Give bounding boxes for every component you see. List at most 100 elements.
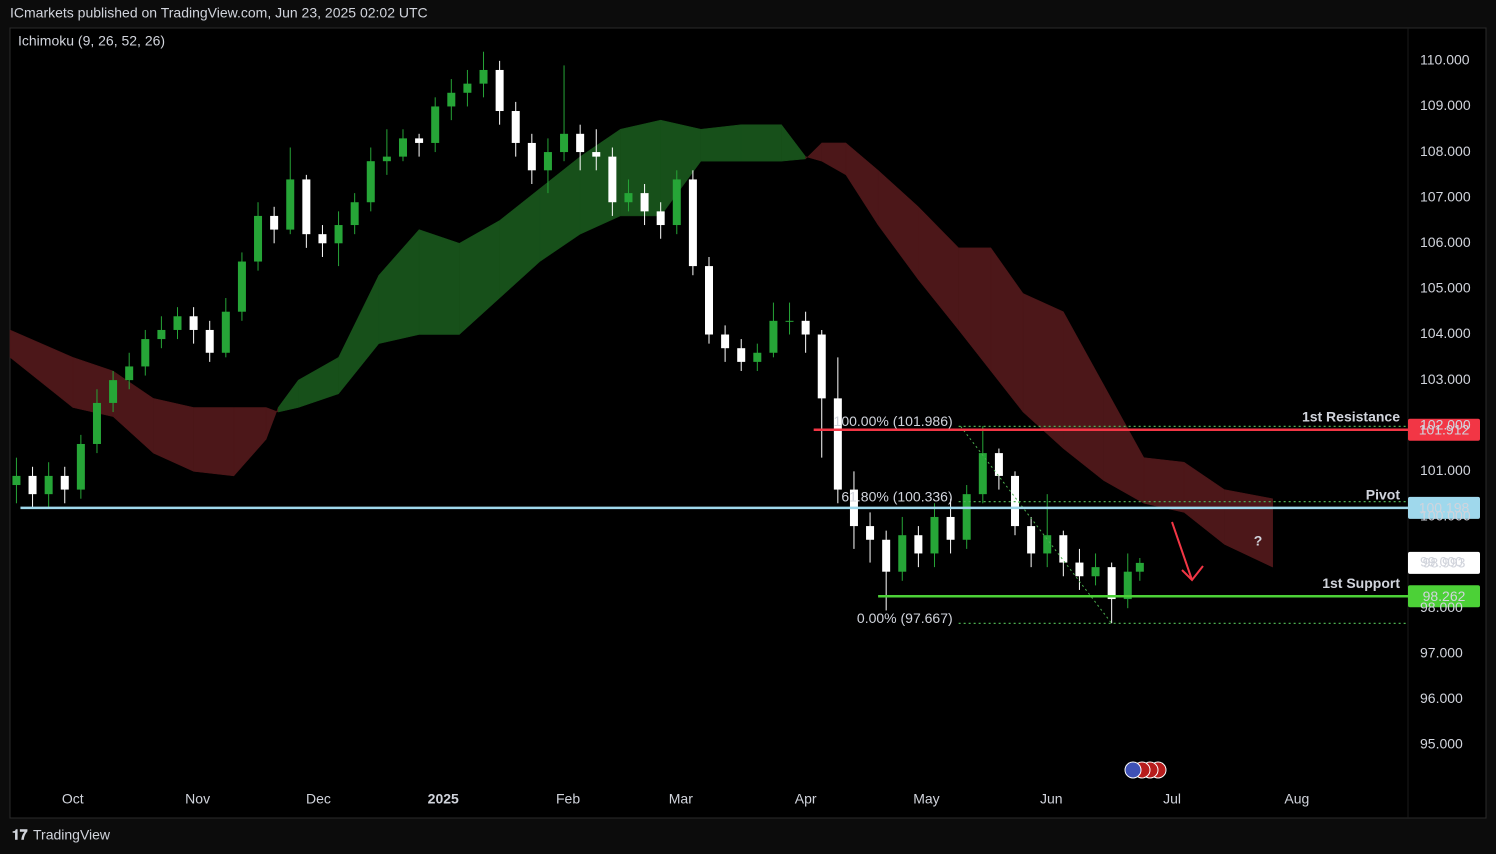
y-tick-label: 99.000 — [1420, 553, 1463, 569]
candle-body — [205, 329, 214, 353]
x-tick-label: May — [913, 791, 939, 807]
x-tick-label: Aug — [1284, 791, 1309, 807]
candle-body — [12, 475, 21, 486]
candle-body — [157, 329, 166, 340]
x-tick-label: Jun — [1040, 791, 1063, 807]
candle-body — [672, 179, 681, 226]
ichimoku-cloud — [1143, 457, 1185, 513]
candle-body — [254, 215, 263, 262]
y-tick-label: 96.000 — [1420, 690, 1463, 706]
y-tick-label: 108.000 — [1420, 143, 1471, 159]
ichimoku-cloud — [193, 407, 235, 477]
ichimoku-cloud — [740, 124, 782, 162]
fib-label: 0.00% (97.667) — [857, 610, 953, 626]
candle-body — [817, 334, 826, 399]
x-tick-label: 2025 — [428, 791, 459, 807]
x-tick-label: Dec — [306, 791, 331, 807]
candle-body — [286, 179, 295, 230]
candle-body — [366, 161, 375, 203]
candle-body — [1059, 535, 1068, 563]
event-icon — [1124, 761, 1167, 779]
y-tick-label: 107.000 — [1420, 188, 1471, 204]
candle-body — [92, 402, 101, 444]
candle-body — [914, 535, 923, 554]
y-tick-label: 105.000 — [1420, 280, 1471, 296]
candle-body — [737, 348, 746, 362]
y-tick-label: 110.000 — [1420, 52, 1470, 68]
candle-body — [76, 443, 85, 490]
candle-body — [270, 215, 279, 230]
candle-body — [560, 133, 569, 153]
candle-body — [801, 320, 810, 335]
candle-body — [1091, 567, 1100, 577]
candle-body — [1075, 562, 1084, 577]
candle-body — [608, 156, 617, 203]
level-tag — [1408, 585, 1480, 608]
candle-body — [785, 320, 794, 322]
x-tick-label: Nov — [185, 791, 210, 807]
candle-body — [576, 133, 585, 153]
y-tick-label: 98.000 — [1420, 599, 1463, 615]
candle-body — [930, 516, 939, 554]
x-tick-label: Mar — [669, 791, 693, 807]
candle-body — [44, 475, 53, 495]
candle-body — [109, 380, 118, 403]
candle-body — [527, 142, 536, 171]
y-tick-label: 100.000 — [1420, 508, 1471, 524]
ichimoku-cloud — [418, 229, 460, 335]
y-tick-label: 97.000 — [1420, 644, 1463, 660]
candle-body — [898, 535, 907, 572]
y-tick-label: 102.000 — [1420, 416, 1471, 432]
candle-body — [479, 69, 488, 84]
candle-body — [1123, 571, 1132, 600]
question-mark: ? — [1254, 533, 1263, 549]
x-tick-label: Jul — [1163, 791, 1181, 807]
ichimoku-cloud — [700, 124, 742, 162]
x-tick-label: Feb — [556, 791, 580, 807]
y-tick-label: 104.000 — [1420, 325, 1471, 341]
candle-body — [592, 152, 601, 157]
candle-body — [382, 156, 391, 162]
y-tick-label: 101.000 — [1420, 462, 1471, 478]
candle-body — [28, 475, 37, 495]
candle-body — [753, 352, 762, 362]
level-label: Pivot — [1366, 487, 1401, 503]
candle-body — [705, 266, 713, 335]
candle-body — [495, 69, 504, 112]
y-tick-label: 106.000 — [1420, 234, 1471, 250]
x-tick-label: Apr — [795, 791, 817, 807]
candle-body — [237, 261, 246, 312]
candle-body — [398, 138, 407, 157]
level-tag — [1408, 418, 1480, 441]
candle-body — [189, 316, 198, 330]
candle-body — [543, 152, 552, 171]
level-tag-label: 100.198 — [1419, 500, 1470, 516]
candle-body — [962, 494, 971, 540]
candle-body — [141, 339, 150, 367]
candle-body — [624, 193, 633, 203]
level-tag-label: 98.262 — [1423, 588, 1466, 604]
candle-body — [334, 225, 343, 244]
level-tag-label: 101.912 — [1419, 421, 1470, 437]
candle-body — [463, 83, 472, 93]
candle-body — [688, 179, 697, 267]
candle-body — [447, 92, 456, 107]
fib-label: 100.00% (101.986) — [834, 413, 953, 429]
candle-body — [431, 106, 440, 143]
event-flag — [1124, 761, 1142, 779]
candle-body — [640, 193, 649, 212]
candle-body — [656, 211, 665, 226]
indicator-label: Ichimoku (9, 26, 52, 26) — [18, 33, 165, 49]
logo-mark: 𝟏𝟕 — [12, 827, 28, 843]
candle-body — [1011, 475, 1020, 527]
candle-body — [1107, 567, 1116, 600]
candle-body — [302, 179, 311, 235]
candle-body — [511, 111, 520, 143]
candle-body — [221, 311, 230, 353]
candle-body — [946, 516, 955, 540]
candle-body — [978, 453, 987, 495]
candle-body — [1043, 535, 1052, 554]
footer-brand: TradingView — [33, 827, 111, 843]
fib-trend — [960, 426, 1113, 624]
